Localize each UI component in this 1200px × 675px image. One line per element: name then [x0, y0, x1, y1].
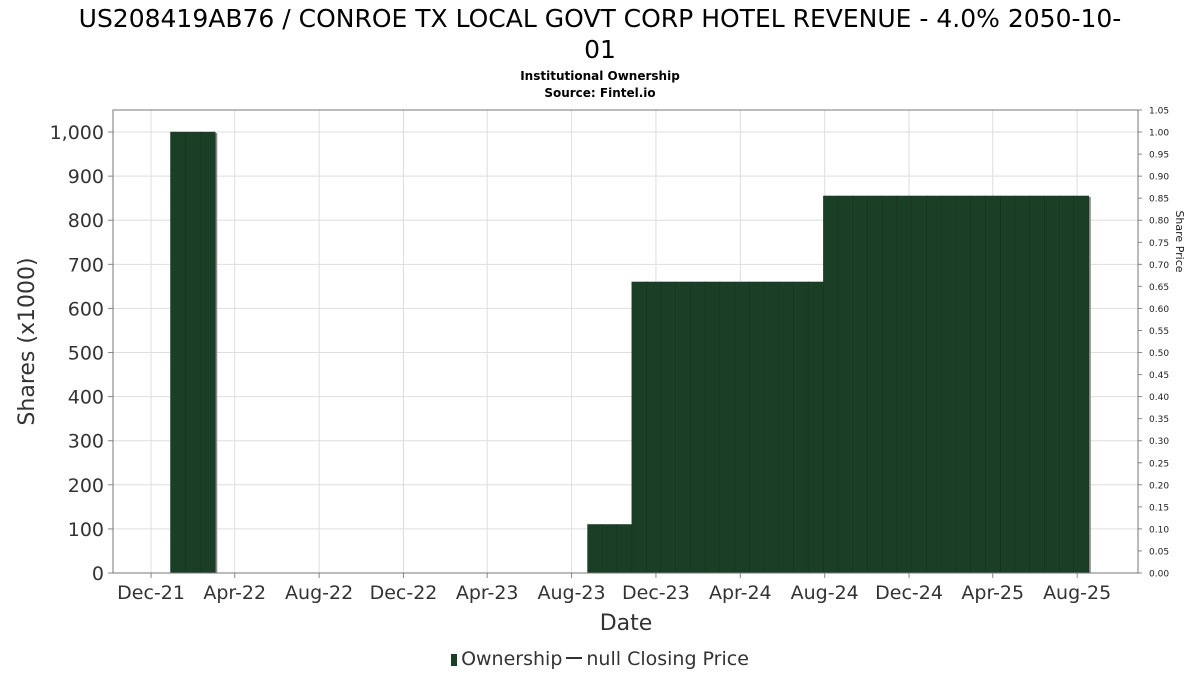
y-tick-label: 500 [68, 343, 104, 365]
ownership-bar [807, 281, 824, 574]
x-tick-label: Aug-24 [791, 582, 859, 604]
ownership-bar [911, 195, 928, 574]
ownership-bar [985, 195, 1001, 574]
ownership-bar [1073, 195, 1090, 574]
ownership-bar [601, 524, 618, 574]
chart-subtitle: Institutional Ownership [520, 69, 680, 83]
ownership-bar [719, 281, 735, 574]
x-tick-label: Apr-25 [961, 582, 1024, 604]
x-tick-label: Dec-24 [875, 582, 943, 604]
y2-tick-label: 0.95 [1149, 151, 1169, 161]
x-tick-label: Apr-23 [456, 582, 519, 604]
ownership-bar [896, 195, 912, 574]
ownership-bar [749, 281, 765, 574]
plot-border [112, 109, 1139, 574]
y-tick-label: 700 [68, 254, 104, 276]
y2-tick-label: 0.60 [1149, 305, 1169, 315]
y2-tick-label: 1.00 [1149, 129, 1169, 139]
ownership-bar [704, 281, 721, 574]
y2-tick-label: 0.20 [1149, 481, 1169, 491]
y2-tick-label: 0.65 [1149, 283, 1169, 293]
chart-title-line1: US208419AB76 / CONROE TX LOCAL GOVT CORP… [78, 4, 1122, 33]
ownership-bar [926, 195, 942, 574]
y2-tick-label: 0.75 [1149, 239, 1169, 249]
y-tick-label: 600 [68, 298, 104, 320]
legend-ownership-swatch [451, 654, 458, 666]
x-tick-label: Dec-22 [370, 582, 438, 604]
ownership-bar [940, 195, 957, 574]
x-axis-label: Date [600, 611, 653, 636]
chart-title: US208419AB76 / CONROE TX LOCAL GOVT CORP… [0, 3, 1200, 65]
y-tick-label: 800 [68, 210, 104, 232]
ownership-bar [200, 131, 216, 574]
x-tick-label: Dec-23 [622, 582, 690, 604]
y-tick-label: 900 [68, 166, 104, 188]
ownership-bar [1059, 195, 1075, 574]
ownership-bar [631, 281, 648, 574]
y2-tick-label: 0.35 [1149, 415, 1169, 425]
x-tick-label: Aug-23 [537, 582, 605, 604]
ownership-bar [734, 281, 751, 574]
ownership-bar [823, 195, 839, 574]
y-tick-label: 100 [68, 519, 104, 541]
x-tick-label: Apr-24 [709, 582, 772, 604]
ownership-bar [970, 195, 986, 574]
y2-tick-label: 0.40 [1149, 393, 1169, 403]
legend-price-line [566, 657, 583, 659]
ownership-bar [587, 524, 603, 574]
ownership-bar [1014, 195, 1031, 574]
y2-tick-label: 0.80 [1149, 217, 1169, 227]
ownership-bar [837, 195, 854, 574]
y2-tick-label: 0.90 [1149, 173, 1169, 183]
legend-ownership-label: Ownership [461, 648, 563, 670]
ownership-bar [778, 281, 795, 574]
ownership-bar [852, 195, 868, 574]
y2-tick-label: 0.45 [1149, 371, 1169, 381]
ownership-bar [616, 524, 632, 574]
y2-tick-label: 0.70 [1149, 261, 1169, 271]
ownership-bar [660, 281, 677, 574]
ownership-bar [1044, 195, 1060, 574]
chart-source: Source: Fintel.io [544, 86, 656, 100]
y2-tick-label: 0.00 [1149, 570, 1169, 580]
y-tick-label: 1,000 [50, 122, 104, 144]
ownership-bar [1029, 195, 1045, 574]
y-tick-label: 200 [68, 475, 104, 497]
ownership-bar [955, 195, 972, 574]
y2-tick-label: 0.05 [1149, 547, 1169, 557]
y2-tick-label: 0.15 [1149, 503, 1169, 513]
ownership-bar [1000, 195, 1016, 574]
ownership-bar [763, 281, 780, 574]
y2-tick-label: 0.85 [1149, 195, 1169, 205]
ownership-bar [881, 195, 898, 574]
x-tick-label: Aug-25 [1043, 582, 1111, 604]
ownership-bar [690, 281, 706, 574]
ownership-bar [793, 281, 809, 574]
y-tick-label: 400 [68, 387, 104, 409]
y2-tick-label: 0.30 [1149, 437, 1169, 447]
x-tick-label: Dec-21 [117, 582, 185, 604]
y2-tick-label: 0.25 [1149, 459, 1169, 469]
y-axis-label: Shares (x1000) [15, 257, 40, 425]
ownership-bar [675, 281, 691, 574]
x-tick-label: Aug-22 [285, 582, 353, 604]
legend: Ownership null Closing Price [0, 647, 1200, 671]
y2-axis-label: Share Price [1173, 210, 1186, 272]
ownership-bar [170, 131, 186, 574]
y2-tick-label: 0.55 [1149, 327, 1169, 337]
y-tick-label: 300 [68, 431, 104, 453]
chart-title-line2: 01 [584, 35, 616, 64]
x-tick-label: Apr-22 [203, 582, 266, 604]
ownership-bar [185, 131, 201, 574]
y2-tick-label: 0.50 [1149, 349, 1169, 359]
ownership-bar [646, 281, 662, 574]
y-tick-label: 0 [92, 563, 104, 585]
legend-price-label: null Closing Price [586, 648, 749, 670]
y2-tick-label: 0.10 [1149, 525, 1169, 535]
y2-tick-label: 1.05 [1149, 107, 1169, 117]
ownership-bar [867, 195, 883, 574]
